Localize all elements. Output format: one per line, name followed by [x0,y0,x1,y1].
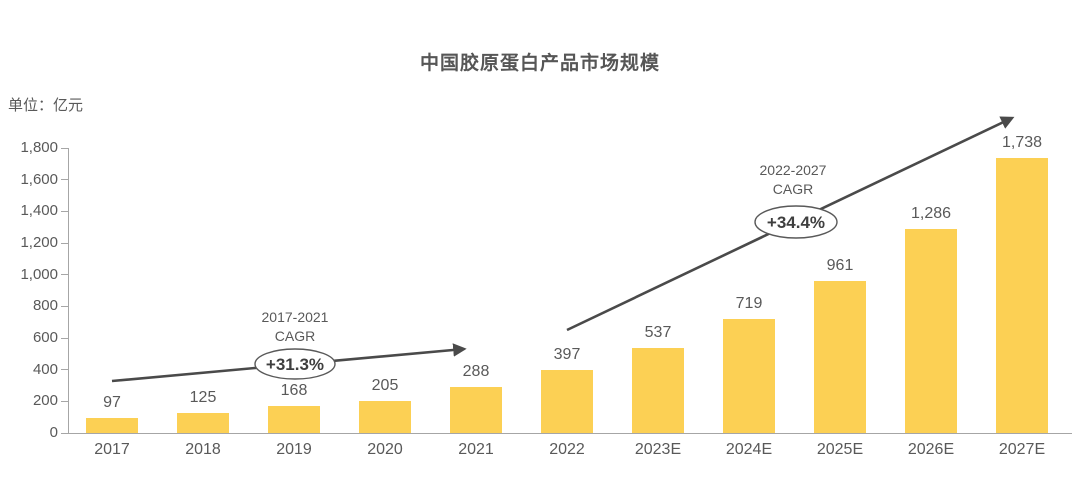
cagr-ellipse-right [754,205,838,239]
y-tick-label-400: 400 [32,360,58,378]
annotation-cagr-label-left: CAGR [275,328,315,344]
y-tick-mark-1,000 [61,274,68,276]
bar-value-2023E: 537 [644,323,672,341]
x-tick-label-2017: 2017 [94,441,130,458]
x-tick-label-2024E: 2024E [725,441,773,458]
bar-2026E [905,229,957,433]
cagr-ellipse-left [254,348,336,380]
bar-value-2024E: 719 [735,295,763,313]
x-tick-label-2025E: 2025E [816,441,864,458]
x-tick-label-2022: 2022 [549,441,585,458]
cagr-value-left: +31.3% [266,355,324,374]
y-tick-mark-400 [61,369,68,371]
annotation-range-2017-2021: 2017-2021 [262,309,329,325]
bar-2018 [177,413,229,433]
bar-2020 [359,400,411,433]
bar-2024E [723,319,775,433]
x-axis-line [68,433,1072,434]
y-tick-label-1,000: 1,000 [20,265,58,283]
unit-label: 单位：亿元 [8,97,84,114]
y-tick-mark-1,200 [61,242,68,244]
y-tick-label-1,200: 1,200 [20,234,58,251]
x-tick-label-2023E: 2023E [634,441,682,458]
y-tick-mark-600 [61,337,68,339]
y-tick-mark-1,400 [61,210,68,212]
bar-value-2017: 97 [103,393,121,411]
chart-title: 中国胶原蛋白产品市场规模 [419,53,660,74]
cagr-value-right: +34.4% [767,213,825,232]
y-tick-mark-1,600 [61,179,68,181]
y-tick-mark-1,800 [61,147,68,149]
bar-2021 [450,387,502,433]
y-axis-line [68,148,69,433]
y-tick-mark-800 [61,305,68,307]
y-tick-label-600: 600 [32,329,58,346]
y-tick-label-200: 200 [32,392,58,410]
x-tick-label-2019: 2019 [276,441,312,458]
y-tick-label-1,400: 1,400 [20,202,58,220]
y-tick-label-1,600: 1,600 [20,170,58,188]
x-tick-label-2026E: 2026E [907,441,955,458]
bar-2025E [814,280,866,433]
bar-value-2026E: 1,286 [910,205,952,223]
x-tick-label-2020: 2020 [367,441,403,458]
bar-2023E [632,347,684,433]
y-tick-mark-200 [61,400,68,402]
bar-2019 [268,406,320,433]
x-tick-label-2021: 2021 [458,441,494,458]
bar-value-2025E: 961 [826,256,854,274]
annotation-cagr-label-right: CAGR [773,181,813,197]
x-tick-label-2018: 2018 [185,441,221,458]
bar-value-2021: 288 [462,363,490,381]
bar-2022 [541,370,593,433]
bar-2017 [86,417,138,433]
bar-value-2027E: 1,738 [1001,133,1043,151]
annotation-range-2022-2027: 2022-2027 [760,162,827,178]
x-tick-label-2027E: 2027E [998,441,1046,458]
bar-value-2018: 125 [189,389,217,407]
bar-value-2020: 205 [371,376,399,394]
y-tick-label-0: 0 [49,424,58,441]
bar-value-2022: 397 [553,346,581,364]
bar-2027E [996,157,1048,433]
y-tick-mark-0 [61,432,68,434]
y-tick-label-800: 800 [32,297,58,315]
y-tick-label-1,800: 1,800 [20,139,58,156]
bar-value-2019: 168 [280,382,308,400]
